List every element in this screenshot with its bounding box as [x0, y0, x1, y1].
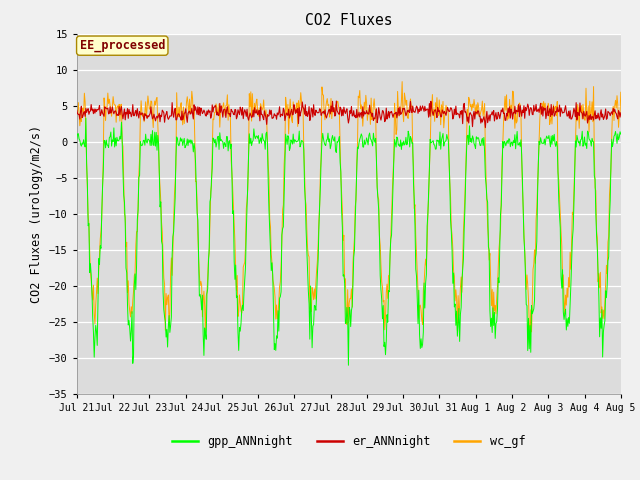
Text: EE_processed: EE_processed: [79, 39, 165, 52]
Title: CO2 Fluxes: CO2 Fluxes: [305, 13, 392, 28]
Legend: gpp_ANNnight, er_ANNnight, wc_gf: gpp_ANNnight, er_ANNnight, wc_gf: [168, 430, 530, 453]
Y-axis label: CO2 Fluxes (urology/m2/s): CO2 Fluxes (urology/m2/s): [31, 124, 44, 303]
